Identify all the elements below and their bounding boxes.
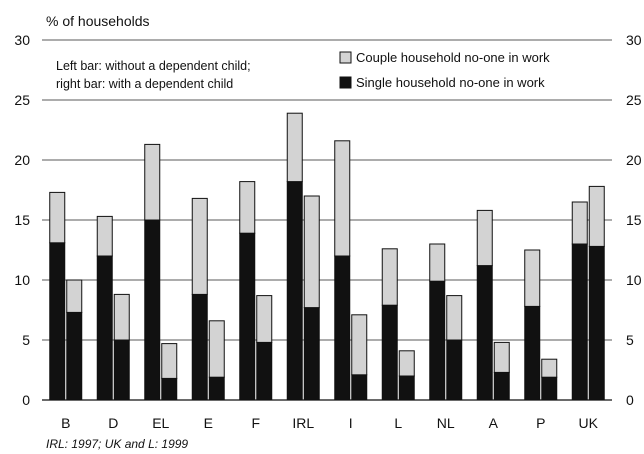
y-tick-label-right: 25 [626,92,642,108]
bar-single-with-child [303,307,320,401]
legend-swatch-couple [339,51,352,64]
legend-label-single: Single household no-one in work [356,75,545,90]
bar-couple-without-child [524,249,541,307]
bar-single-without-child [334,255,351,401]
y-axis-left-ticks: 0 5 10 15 20 25 30 [14,32,30,408]
bar-couple-with-child [113,293,130,341]
y-tick-label-left: 20 [14,152,30,168]
bar-single-without-child [96,255,113,401]
bar-single-without-child [286,181,303,401]
bar-couple-with-child [446,295,463,341]
x-axis-categories: B D EL E F IRL I L NL A P UK [61,415,599,431]
bar-couple-with-child [161,343,178,379]
bar-couple-with-child [256,295,273,343]
bar-couple-without-child [191,197,208,295]
note-line-1: Left bar: without a dependent child; [56,59,251,73]
bar-single-with-child [541,376,558,401]
x-category-label: F [251,415,260,431]
y-tick-label-right: 30 [626,32,642,48]
bar-couple-with-child [588,185,605,247]
bar-couple-without-child [476,209,493,267]
bar-couple-with-child [398,350,415,377]
x-category-label: NL [437,415,455,431]
bar-couple-with-child [303,195,320,309]
bar-single-with-child [208,376,225,401]
legend-swatch-single [339,76,352,89]
bar-single-with-child [66,311,83,401]
bar-single-with-child [256,341,273,401]
bar-single-without-child [429,280,446,401]
bar-couple-with-child [541,358,558,378]
x-category-label: B [61,415,70,431]
bar-single-without-child [191,293,208,401]
bar-single-with-child [113,339,130,401]
bar-single-without-child [49,242,66,401]
bar-single-without-child [571,243,588,401]
x-category-label: UK [579,415,599,431]
y-tick-label-right: 15 [626,212,642,228]
legend: Couple household no-one in work Single h… [339,50,550,90]
bar-couple-without-child [96,215,113,257]
x-category-label: A [489,415,499,431]
bar-couple-with-child [351,314,368,376]
bar-single-with-child [446,339,463,401]
y-tick-label-left: 0 [22,392,30,408]
y-tick-label-left: 5 [22,332,30,348]
bar-couple-without-child [381,248,398,306]
y-tick-label-left: 25 [14,92,30,108]
y-tick-label-left: 10 [14,272,30,288]
x-category-label: I [349,415,353,431]
bar-single-without-child [144,219,161,401]
y-axis-label: % of households [46,13,150,29]
bar-couple-without-child [334,140,351,257]
footnote: IRL: 1997; UK and L: 1999 [46,437,188,451]
y-tick-label-left: 15 [14,212,30,228]
bar-single-without-child [381,304,398,401]
bar-single-with-child [493,371,510,401]
legend-label-couple: Couple household no-one in work [356,50,550,65]
x-category-label: P [536,415,545,431]
bar-single-with-child [398,375,415,401]
bar-couple-without-child [429,243,446,282]
bar-note: Left bar: without a dependent child; rig… [56,59,251,91]
x-category-label: E [204,415,213,431]
bar-single-with-child [588,245,605,401]
bar-single-without-child [239,232,256,401]
bar-single-without-child [476,265,493,401]
y-tick-label-right: 5 [626,332,634,348]
bar-single-without-child [524,305,541,401]
note-line-2: right bar: with a dependent child [56,77,233,91]
y-tick-label-right: 10 [626,272,642,288]
bars [49,112,605,401]
bar-single-with-child [161,377,178,401]
bar-couple-without-child [571,201,588,245]
y-tick-label-left: 30 [14,32,30,48]
bar-couple-without-child [49,191,66,244]
bar-couple-with-child [66,279,83,313]
bar-couple-with-child [208,320,225,378]
y-tick-label-right: 20 [626,152,642,168]
y-tick-label-right: 0 [626,392,634,408]
x-category-label: IRL [292,415,314,431]
bar-couple-with-child [493,341,510,373]
y-axis-right-ticks: 0 5 10 15 20 25 30 [626,32,642,408]
bar-couple-without-child [144,143,161,221]
x-category-label: D [108,415,118,431]
gridlines [42,39,612,341]
bar-couple-without-child [286,112,303,183]
bar-couple-without-child [239,181,256,234]
bar-single-with-child [351,374,368,401]
x-category-label: L [394,415,402,431]
x-category-label: EL [152,415,169,431]
